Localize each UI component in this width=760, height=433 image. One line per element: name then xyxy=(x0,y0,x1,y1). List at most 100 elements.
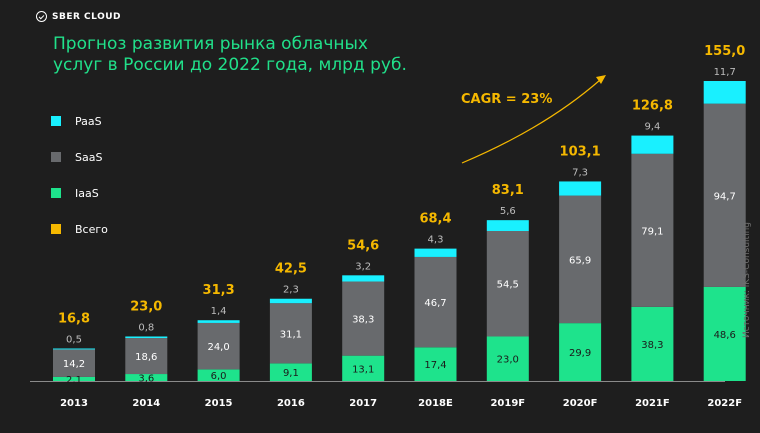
chart-legend: PaaS SaaS IaaS Всего xyxy=(51,112,108,256)
legend-label-total: Всего xyxy=(75,222,108,236)
data-label-saas-2016: 31,1 xyxy=(280,329,302,340)
x-tick-label-2018E: 2018E xyxy=(418,398,453,409)
bar-iaas-2015 xyxy=(197,369,240,381)
data-label-total-2015: 31,3 xyxy=(203,283,235,298)
legend-item-iaas: IaaS xyxy=(51,184,108,202)
x-tick-label-2021F: 2021F xyxy=(635,398,670,409)
bar-paas-2016 xyxy=(269,298,312,304)
data-label-paas-2019F: 5,6 xyxy=(500,206,516,217)
data-label-total-2018E: 68,4 xyxy=(419,212,451,227)
data-label-saas-2014: 18,6 xyxy=(135,352,157,363)
bar-paas-2013 xyxy=(53,348,95,350)
x-tick-label-2014: 2014 xyxy=(132,398,160,409)
data-label-iaas-2017: 13,1 xyxy=(352,364,374,375)
data-label-saas-2018E: 46,7 xyxy=(424,298,446,309)
bar-paas-2020F xyxy=(559,181,602,196)
data-label-total-2016: 42,5 xyxy=(275,262,307,277)
data-label-iaas-2014: 3,6 xyxy=(138,374,154,385)
data-label-iaas-2015: 6,0 xyxy=(211,371,227,382)
bar-iaas-2021F xyxy=(631,306,674,381)
data-label-saas-2017: 38,3 xyxy=(352,315,374,326)
data-label-paas-2015: 1,4 xyxy=(211,306,227,317)
x-tick-label-2017: 2017 xyxy=(349,398,377,409)
legend-swatch-paas xyxy=(51,116,61,126)
data-label-saas-2013: 14,2 xyxy=(63,359,85,370)
brand-logo-text: SBER CLOUD xyxy=(52,11,122,22)
data-label-iaas-2016: 9,1 xyxy=(283,368,299,379)
legend-label-paas: PaaS xyxy=(75,114,102,128)
sber-logo-icon xyxy=(36,11,47,22)
data-label-iaas-2021F: 38,3 xyxy=(641,340,663,351)
data-label-iaas-2018E: 17,4 xyxy=(424,360,446,371)
data-label-paas-2013: 0,5 xyxy=(66,334,82,345)
bar-iaas-2016 xyxy=(269,363,312,381)
legend-item-paas: PaaS xyxy=(51,112,108,130)
bar-saas-2017 xyxy=(342,281,385,356)
bar-iaas-2018E xyxy=(414,347,457,381)
data-label-paas-2022F: 11,7 xyxy=(714,67,736,78)
bar-iaas-2022F xyxy=(703,286,746,381)
bar-saas-2021F xyxy=(631,153,674,307)
data-label-total-2020F: 103,1 xyxy=(560,144,601,159)
bar-saas-2022F xyxy=(703,103,746,287)
x-tick-label-2019F: 2019F xyxy=(490,398,525,409)
data-label-total-2021F: 126,8 xyxy=(632,99,673,114)
bar-iaas-2017 xyxy=(342,355,385,381)
legend-swatch-saas xyxy=(51,152,61,162)
brand-logo: SBER CLOUD xyxy=(36,11,121,22)
data-label-total-2019F: 83,1 xyxy=(492,183,524,198)
legend-swatch-iaas xyxy=(51,188,61,198)
bar-saas-2013 xyxy=(53,349,95,377)
x-tick-label-2016: 2016 xyxy=(277,398,305,409)
bar-saas-2014 xyxy=(125,338,168,375)
legend-item-saas: SaaS xyxy=(51,148,108,166)
cagr-annotation: CAGR = 23% xyxy=(461,92,553,107)
data-label-saas-2015: 24,0 xyxy=(207,342,229,353)
data-label-total-2014: 23,0 xyxy=(130,299,162,314)
bar-iaas-2019F xyxy=(486,336,529,381)
data-label-paas-2014: 0,8 xyxy=(138,322,154,333)
bar-saas-2020F xyxy=(559,195,602,324)
legend-label-saas: SaaS xyxy=(75,150,103,164)
x-tick-label-2020F: 2020F xyxy=(563,398,598,409)
bar-paas-2021F xyxy=(631,135,674,154)
source-note: Источник: iKS-Consulting xyxy=(742,221,752,338)
data-label-paas-2020F: 7,3 xyxy=(572,167,588,178)
bar-iaas-2020F xyxy=(559,323,602,381)
data-label-iaas-2019F: 23,0 xyxy=(497,355,519,366)
bar-paas-2019F xyxy=(486,220,529,231)
data-label-iaas-2022F: 48,6 xyxy=(714,330,736,341)
bar-paas-2022F xyxy=(703,81,746,104)
data-label-paas-2021F: 9,4 xyxy=(644,122,660,133)
cagr-arrow-head xyxy=(596,75,606,84)
cagr-arrow-line xyxy=(461,79,601,164)
bar-iaas-2013 xyxy=(53,376,95,381)
data-label-iaas-2020F: 29,9 xyxy=(569,348,591,359)
legend-item-total: Всего xyxy=(51,220,108,238)
data-label-iaas-2013: 2,1 xyxy=(66,375,82,386)
bar-paas-2018E xyxy=(414,248,457,257)
data-label-total-2017: 54,6 xyxy=(347,238,379,253)
bar-saas-2019F xyxy=(486,231,529,337)
data-label-saas-2021F: 79,1 xyxy=(641,226,663,237)
data-label-saas-2019F: 54,5 xyxy=(497,280,519,291)
data-label-total-2013: 16,8 xyxy=(58,311,90,326)
data-label-paas-2017: 3,2 xyxy=(355,261,371,272)
x-tick-label-2015: 2015 xyxy=(205,398,233,409)
bar-saas-2015 xyxy=(197,322,240,370)
data-label-paas-2016: 2,3 xyxy=(283,285,299,296)
data-label-total-2022F: 155,0 xyxy=(704,44,745,59)
data-label-saas-2020F: 65,9 xyxy=(569,255,591,266)
bar-paas-2015 xyxy=(197,320,240,323)
chart-title: Прогноз развития рынка облачных услуг в … xyxy=(53,34,407,75)
bar-saas-2016 xyxy=(269,303,312,364)
legend-swatch-total xyxy=(51,224,61,234)
data-label-paas-2018E: 4,3 xyxy=(428,235,444,246)
bar-paas-2017 xyxy=(342,275,385,282)
data-label-saas-2022F: 94,7 xyxy=(714,191,736,202)
x-tick-label-2013: 2013 xyxy=(60,398,88,409)
bar-paas-2014 xyxy=(125,336,168,339)
legend-label-iaas: IaaS xyxy=(75,186,99,200)
x-tick-label-2022F: 2022F xyxy=(707,398,742,409)
